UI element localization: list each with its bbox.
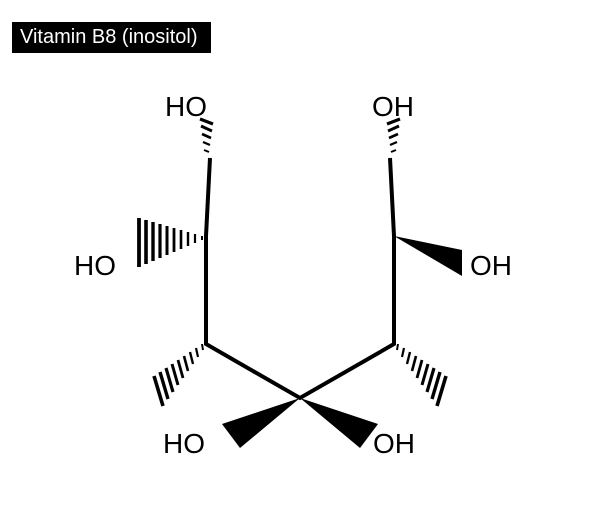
bond-top-right-hash — [387, 119, 400, 152]
bond-top-left-hash — [200, 119, 213, 152]
bond-bottom-right-wedge — [300, 398, 378, 448]
atom-label-bottom-left: HO — [163, 428, 205, 460]
ring-path — [206, 158, 394, 398]
atom-label-bottom-right: OH — [373, 428, 415, 460]
atom-label-left: HO — [74, 250, 116, 282]
hexagon-ring — [206, 158, 394, 398]
bond-bottom-left-wedge — [222, 398, 300, 448]
atom-label-top-left: HO — [165, 91, 207, 123]
bond-lower-right-hash — [397, 344, 446, 406]
atom-label-top-right: OH — [372, 91, 414, 123]
bond-right-wedge — [394, 236, 462, 276]
atom-label-right: OH — [470, 250, 512, 282]
bond-left-hash — [139, 218, 202, 267]
bond-lower-left-hash — [154, 344, 203, 406]
